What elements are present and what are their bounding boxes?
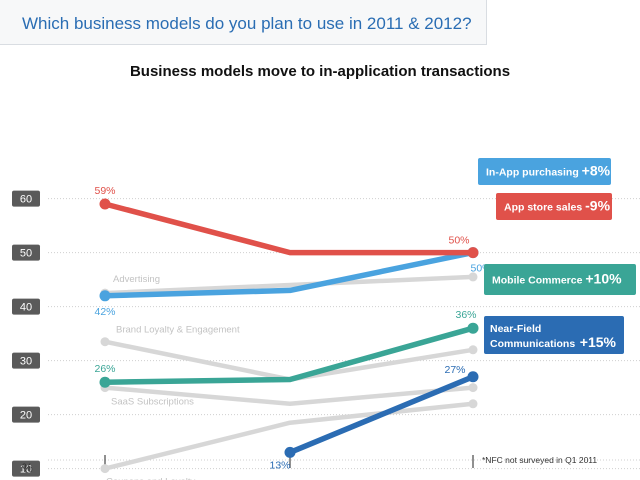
footnote: *NFC not surveyed in Q1 2011 — [482, 455, 597, 465]
series-line-inapp — [102, 249, 476, 299]
callout-box-inapp — [478, 158, 611, 185]
series-point-background — [100, 464, 110, 474]
data-label-end: 27% — [444, 364, 465, 376]
y-tick-box — [12, 460, 40, 477]
series-label-background: Brand Loyalty & Engagement — [116, 325, 240, 336]
callout-box-nfc — [484, 316, 624, 354]
y-tick-box — [12, 298, 40, 315]
question-text: Which business models do you plan to use… — [22, 14, 472, 33]
series-start-point-inapp — [99, 290, 111, 302]
callout-change-mobile: +10% — [585, 271, 622, 287]
series-point-background — [468, 399, 478, 409]
series-point-background — [468, 383, 478, 393]
series-point-background — [468, 345, 478, 355]
y-tick-label: 20 — [20, 410, 32, 422]
series-end-point-nfc — [467, 371, 479, 383]
data-label-start: 42% — [94, 306, 115, 318]
data-label-start: 26% — [94, 363, 115, 375]
series-start-point-mobile — [99, 376, 111, 388]
callout-change-appstore: -9% — [585, 198, 610, 214]
series-label-background: Advertising — [113, 274, 160, 285]
y-axis-unit: % — [22, 461, 33, 475]
callout-change-inapp: +8% — [582, 163, 611, 179]
data-label-end: 36% — [455, 309, 476, 321]
data-label-start: 13% — [269, 459, 290, 471]
series-line-background — [104, 274, 474, 296]
series-line-mobile — [102, 325, 476, 385]
callout-label-nfc: Communications — [490, 338, 575, 350]
y-tick-box — [12, 406, 40, 423]
question-banner: Which business models do you plan to use… — [0, 0, 487, 45]
y-tick-label: 50 — [20, 248, 32, 260]
series-point-background — [468, 272, 478, 282]
series-line-appstore — [102, 201, 476, 256]
callout-label-inapp: In-App purchasing +8% — [486, 163, 611, 179]
series-label-background: Coupons and Loyalty — [106, 477, 196, 480]
series-start-point-nfc — [284, 446, 296, 458]
y-tick-box — [12, 244, 40, 261]
series-line-background — [104, 385, 474, 407]
callout-box-appstore — [496, 193, 612, 220]
callout-label-nfc: Near-Field — [490, 323, 541, 335]
callout-change-nfc: +15% — [580, 334, 617, 350]
data-label-end: 50% — [448, 235, 469, 247]
series-point-background — [100, 337, 110, 347]
y-tick-label: 60 — [20, 194, 32, 206]
callout-label-mobile: Mobile Commerce +10% — [492, 271, 622, 287]
series-line-background — [104, 401, 474, 471]
series-end-point-appstore — [467, 247, 479, 259]
series-end-point-mobile — [467, 322, 479, 334]
series-line-nfc — [287, 374, 476, 456]
chart-title: Business models move to in-application t… — [129, 63, 511, 80]
callout-label-appstore: App store sales -9% — [504, 198, 611, 214]
y-tick-label: 30 — [20, 356, 32, 368]
y-tick-label: 40 — [20, 302, 32, 314]
y-tick-box — [12, 352, 40, 369]
series-label-background: SaaS Subscriptions — [111, 397, 194, 408]
series-start-point-appstore — [99, 198, 111, 210]
y-tick-box — [12, 190, 40, 207]
data-label-start: 59% — [94, 185, 115, 197]
y-tick-label: 10 — [20, 464, 32, 476]
callout-box-mobile — [484, 264, 636, 295]
